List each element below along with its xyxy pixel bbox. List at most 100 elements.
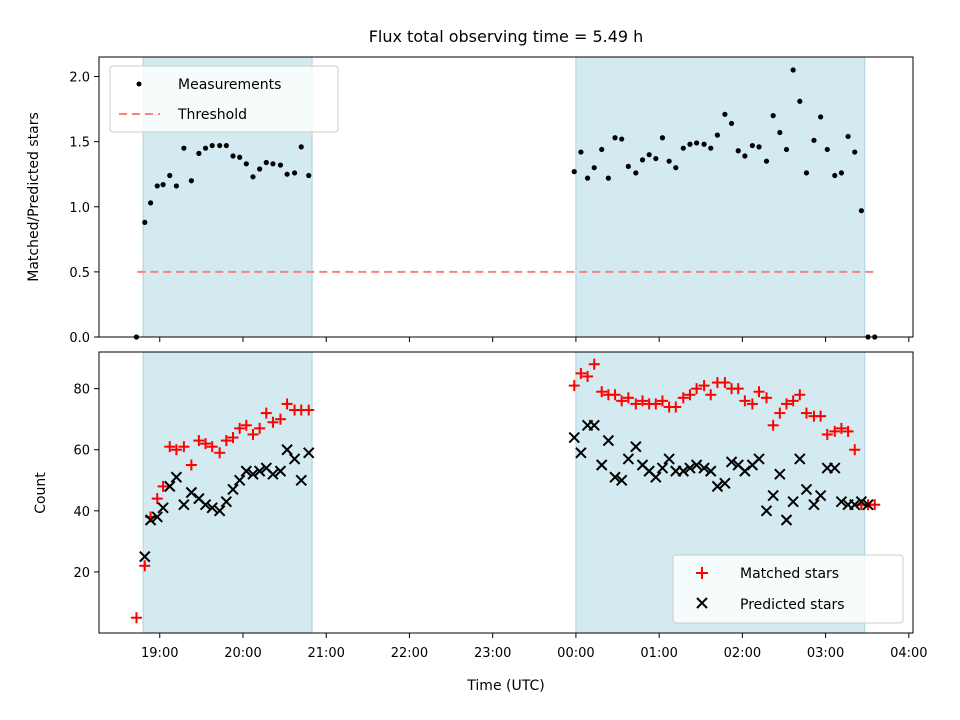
- predicted-marker-b: [753, 453, 765, 465]
- top-legend-box: [109, 65, 339, 133]
- predicted-marker-b: [602, 434, 615, 447]
- top-ytick-label: 1.0: [69, 201, 90, 216]
- measurement-point: [257, 166, 263, 172]
- legend-measurements-marker: [136, 81, 142, 87]
- matched-star-point: [829, 425, 841, 437]
- predicted-marker-b: [281, 444, 293, 456]
- matched-star-point: [800, 407, 812, 419]
- matched-star-point: [178, 441, 190, 453]
- predicted-star-point: [596, 459, 608, 471]
- matched-star-point: [719, 377, 731, 389]
- matched-star-point: [691, 383, 703, 395]
- matched-star-point: [582, 370, 594, 382]
- predicted-star-point: [170, 471, 183, 483]
- predicted-star-point: [808, 499, 820, 511]
- predicted-marker-b: [650, 471, 662, 483]
- matched-star-point: [193, 435, 205, 447]
- predicted-star-point: [267, 468, 279, 480]
- matched-star-point: [609, 389, 621, 401]
- predicted-star-point: [711, 480, 724, 493]
- matched-star-point: [705, 389, 717, 401]
- matched-star-point: [260, 407, 272, 419]
- top-legend: Measurements Threshold: [109, 65, 339, 133]
- predicted-marker-b: [233, 474, 246, 486]
- predicted-marker-b: [588, 419, 600, 432]
- predicted-star-point: [295, 474, 307, 486]
- predicted-marker-b: [643, 465, 655, 477]
- matched-star-point: [185, 459, 197, 471]
- measurement-point: [154, 183, 160, 189]
- predicted-star-point: [303, 447, 315, 459]
- matched-star-point: [164, 441, 176, 453]
- matched-star-point: [170, 444, 182, 456]
- predicted-star-point: [227, 483, 239, 496]
- predicted-marker-b: [774, 468, 786, 480]
- matched-star-points: [130, 358, 881, 624]
- measurement-point: [687, 141, 693, 147]
- predicted-star-point: [575, 447, 587, 459]
- legend-predicted-marker: [696, 597, 708, 609]
- predicted-marker-b: [794, 453, 806, 465]
- measurement-point: [142, 219, 148, 225]
- measurement-point: [181, 145, 187, 151]
- bottom-legend-box: [672, 554, 904, 624]
- matched-star-point: [746, 398, 758, 410]
- measurement-point: [728, 120, 735, 127]
- predicted-star-point: [705, 465, 717, 477]
- measurement-point: [250, 174, 256, 180]
- legend-matched-marker: [696, 567, 708, 579]
- legend-predicted-label: Predicted stars: [740, 597, 845, 613]
- bottom-ytick-label: 40: [73, 505, 90, 520]
- top-axes-frame: [98, 56, 914, 338]
- predicted-marker-b: [698, 462, 710, 474]
- measurement-point: [263, 159, 269, 166]
- bottom-y-ticks: 20 40 60 80: [73, 383, 99, 581]
- chart-title: Flux total observing time = 5.49 h: [369, 27, 644, 46]
- xtick-label: 21:00: [307, 646, 344, 661]
- measurement-point: [838, 170, 845, 176]
- predicted-marker-b: [663, 453, 675, 465]
- predicted-marker-b: [199, 499, 212, 511]
- xtick-label: 20:00: [224, 646, 261, 661]
- matched-star-point: [815, 410, 827, 422]
- predicted-star-point: [663, 453, 675, 465]
- top-panel: 0.0 0.5 1.0 1.5 2.0 Flux total observing tim…: [26, 27, 914, 346]
- measurement-point: [167, 172, 173, 179]
- bottom-x-ticks: 19:00 20:00 21:00 22:00 23:00 00:00 01:00 02:00…: [141, 633, 928, 661]
- measurement-point: [160, 182, 166, 188]
- predicted-marker-b: [814, 489, 827, 502]
- measurement-point: [722, 111, 728, 117]
- predicted-marker-b: [295, 474, 307, 486]
- predicted-star-point: [178, 499, 190, 511]
- predicted-marker-b: [787, 495, 799, 508]
- measurement-point: [797, 98, 803, 104]
- predicted-marker-b: [253, 465, 266, 477]
- predicted-star-point: [615, 474, 628, 486]
- xtick-label: 04:00: [890, 646, 927, 661]
- matched-star-point: [596, 386, 608, 398]
- predicted-marker-b: [596, 459, 608, 471]
- measurement-point: [653, 155, 659, 162]
- measurement-point: [633, 170, 639, 176]
- predicted-marker-b: [684, 462, 696, 474]
- xtick-label: 01:00: [640, 646, 677, 661]
- xtick-label: 02:00: [724, 646, 761, 661]
- measurement-point: [196, 150, 202, 156]
- predicted-marker-b: [862, 499, 874, 511]
- matched-star-point: [254, 422, 266, 434]
- matched-star-point: [753, 386, 765, 398]
- matched-star-point: [206, 441, 218, 453]
- matched-star-point: [575, 367, 587, 379]
- predicted-marker-b: [636, 459, 649, 471]
- bottom-y-axis-label: Count: [33, 472, 49, 514]
- predicted-marker-b: [247, 468, 259, 480]
- measurement-point: [578, 149, 584, 155]
- measurement-point: [824, 146, 830, 153]
- predicted-marker-b: [303, 447, 315, 459]
- matched-star-point: [616, 395, 628, 407]
- measurement-point: [298, 144, 304, 150]
- measurement-point: [173, 183, 180, 189]
- top-y-ticks: 0.0 0.5 1.0 1.5 2.0: [69, 71, 99, 346]
- measurement-point: [666, 158, 672, 164]
- measurement-point: [735, 148, 741, 154]
